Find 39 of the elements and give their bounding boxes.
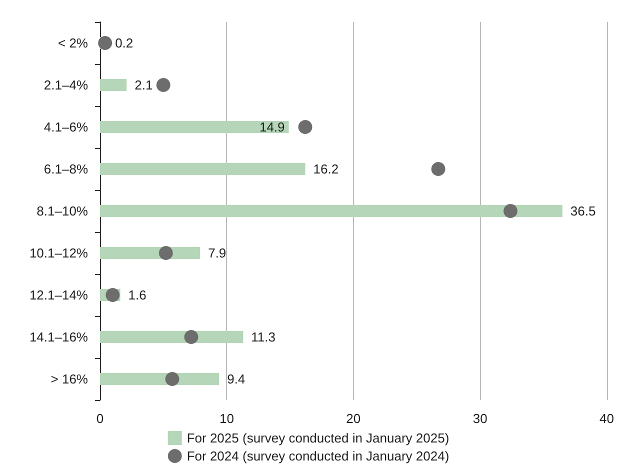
x-tick-label: 40 bbox=[600, 411, 614, 426]
x-tick-label: 20 bbox=[346, 411, 361, 426]
y-tick-label: 12.1–14% bbox=[29, 288, 88, 302]
y-tick-label: 2.1–4% bbox=[44, 78, 88, 92]
y-tick-label: 8.1–10% bbox=[36, 204, 88, 218]
bar bbox=[100, 121, 289, 133]
data-label: 9.4 bbox=[227, 372, 246, 386]
point bbox=[431, 162, 446, 176]
data-label: 11.3 bbox=[251, 330, 276, 344]
data-label: 7.9 bbox=[208, 246, 226, 260]
data-label: 0.2 bbox=[115, 36, 134, 50]
y-tick-label: 6.1–8% bbox=[44, 162, 88, 176]
x-tick-label: 0 bbox=[96, 411, 104, 426]
point bbox=[165, 372, 180, 386]
point bbox=[184, 330, 198, 344]
bar bbox=[100, 205, 562, 217]
y-tick-label: 14.1–16% bbox=[29, 330, 88, 344]
point bbox=[158, 246, 173, 260]
point bbox=[98, 36, 112, 50]
y-tick-label: 4.1–6% bbox=[44, 120, 88, 134]
x-tick-label: 30 bbox=[472, 411, 488, 426]
legend-label: For 2025 (survey conducted in January 2025) bbox=[186, 430, 450, 446]
bar bbox=[100, 163, 306, 175]
data-label: 1.6 bbox=[128, 288, 146, 302]
point bbox=[504, 204, 518, 218]
bar bbox=[100, 331, 244, 343]
y-tick-label: > 16% bbox=[50, 372, 88, 386]
x-tick-label: 10 bbox=[219, 411, 234, 426]
y-tick-label: < 2% bbox=[58, 36, 88, 50]
data-label: 16.2 bbox=[313, 162, 339, 176]
data-label: 14.9 bbox=[259, 120, 285, 134]
point bbox=[106, 288, 120, 302]
data-label: 2.1 bbox=[134, 78, 153, 92]
y-tick-label: 10.1–12% bbox=[29, 246, 88, 260]
point bbox=[156, 78, 170, 92]
bar bbox=[100, 79, 127, 91]
data-label: 36.5 bbox=[570, 204, 596, 218]
legend-label: For 2024 (survey conducted in January 2024) bbox=[186, 448, 450, 464]
point bbox=[298, 120, 312, 134]
